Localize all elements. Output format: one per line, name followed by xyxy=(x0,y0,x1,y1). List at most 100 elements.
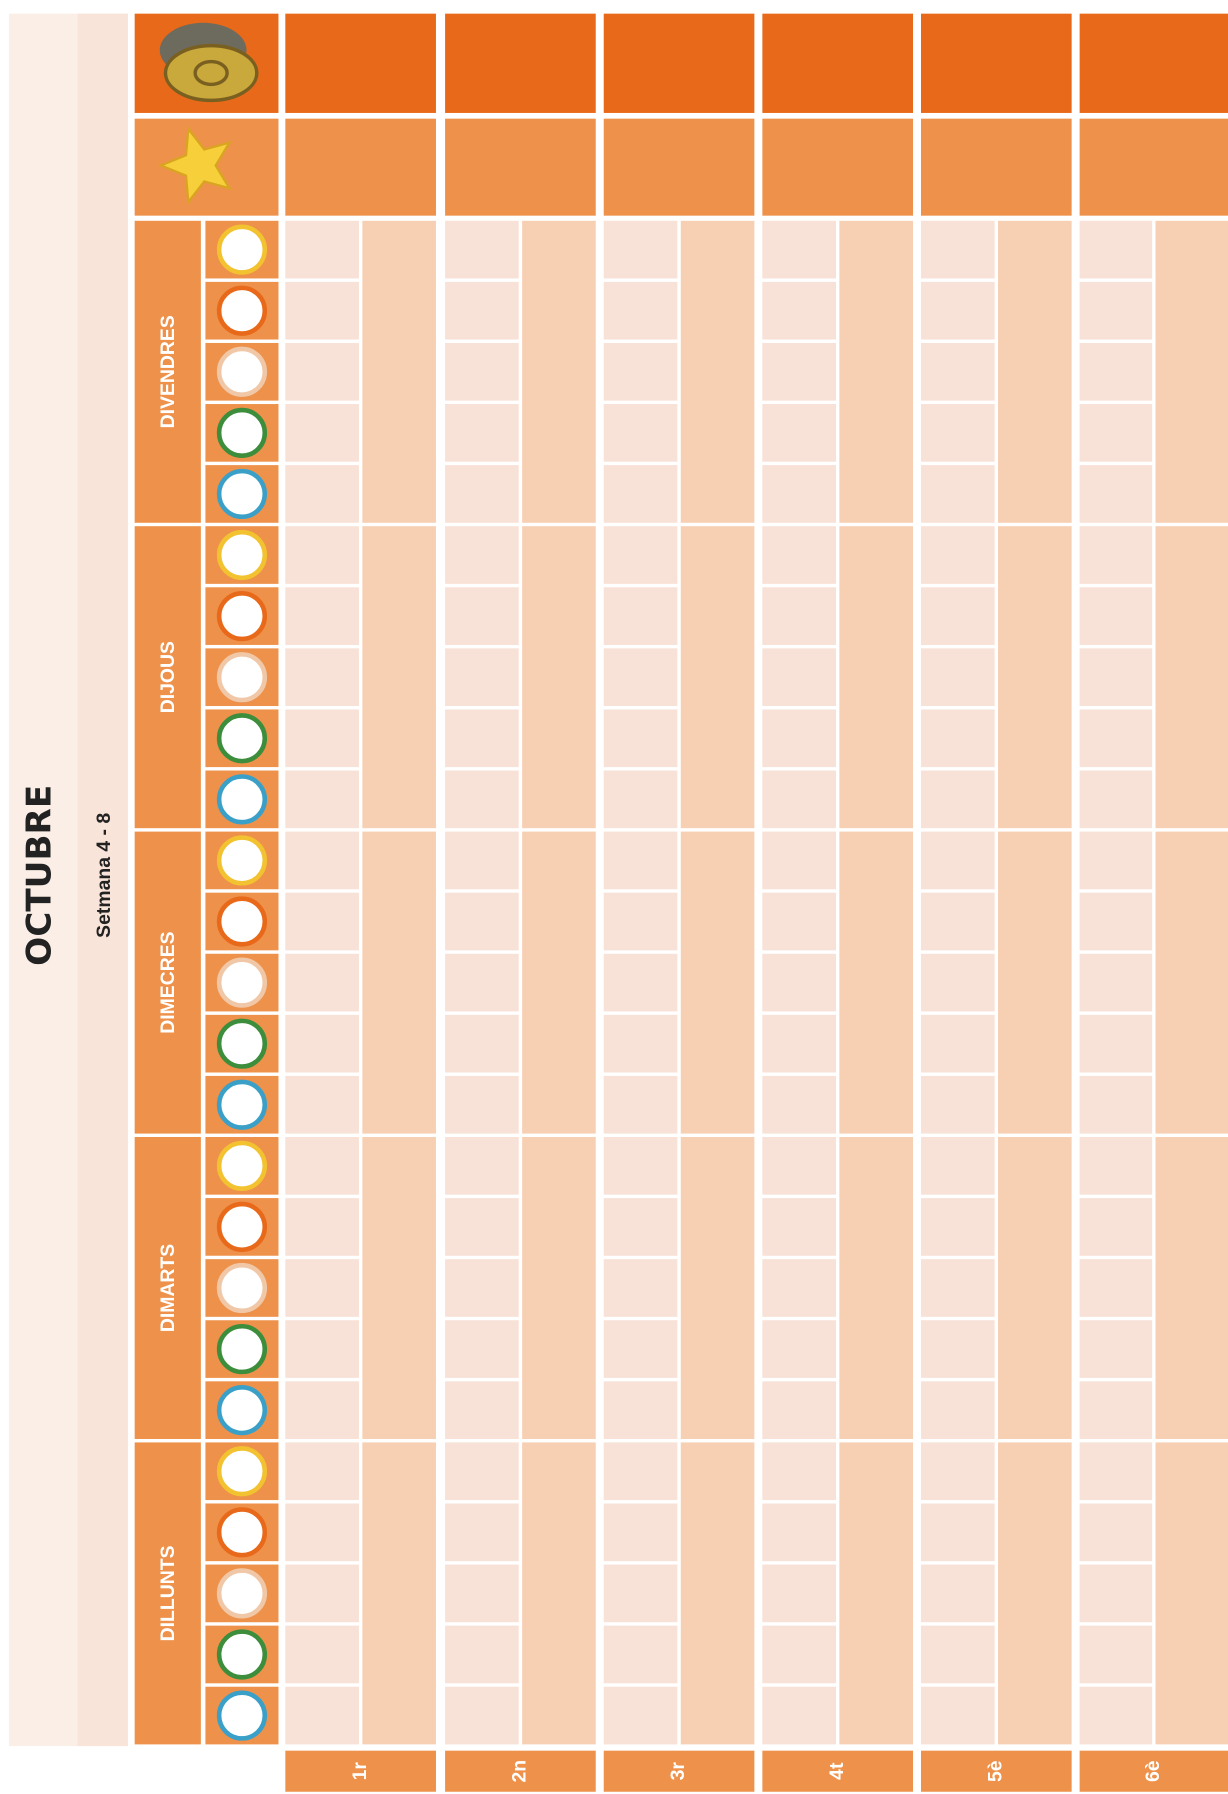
activity-icon xyxy=(219,1448,265,1494)
score-cell-dark xyxy=(1156,1442,1228,1744)
score-cell xyxy=(1080,587,1152,645)
score-cell xyxy=(1080,1137,1152,1195)
score-cell-dark xyxy=(1156,832,1228,1134)
score-cell xyxy=(604,404,678,462)
score-cell xyxy=(762,1442,836,1500)
activity-icon xyxy=(219,1021,265,1067)
activity-icon xyxy=(219,715,265,761)
star-cell xyxy=(445,119,596,216)
day-label: DIMECRES xyxy=(157,931,179,1033)
score-cell xyxy=(604,1381,678,1439)
score-cell xyxy=(921,1687,995,1745)
coin-cell xyxy=(604,14,755,113)
timetable-sheet: OCTUBRE Setmana 4 - 8 DILLUNTSDIMARTSDIM… xyxy=(0,0,1228,1794)
score-cell xyxy=(762,1137,836,1195)
score-cell xyxy=(762,1381,836,1439)
row-label: 6è xyxy=(1142,1760,1164,1782)
score-cell xyxy=(604,1503,678,1561)
score-cell xyxy=(921,1565,995,1623)
star-cell xyxy=(604,119,755,216)
score-cell-dark xyxy=(362,832,436,1134)
score-cell xyxy=(1080,1565,1152,1623)
score-cell xyxy=(604,1076,678,1134)
score-cell xyxy=(604,1198,678,1256)
activity-icon xyxy=(219,777,265,823)
score-cell xyxy=(762,893,836,951)
score-cell xyxy=(921,1198,995,1256)
star-cell xyxy=(1080,119,1228,216)
score-cell xyxy=(285,526,359,584)
score-cell-dark xyxy=(839,526,913,828)
score-cell xyxy=(762,1259,836,1317)
score-cell xyxy=(445,282,519,340)
activity-icon xyxy=(219,288,265,334)
score-cell xyxy=(1080,893,1152,951)
score-cell xyxy=(445,648,519,706)
score-cell xyxy=(445,526,519,584)
score-cell-dark xyxy=(1156,526,1228,828)
score-cell-dark xyxy=(681,526,755,828)
score-cell xyxy=(604,771,678,829)
score-cell-dark xyxy=(998,526,1072,828)
score-cell xyxy=(445,1198,519,1256)
score-cell xyxy=(762,954,836,1012)
score-cell xyxy=(604,893,678,951)
score-cell xyxy=(285,709,359,767)
score-cell xyxy=(1080,1076,1152,1134)
score-cell xyxy=(445,709,519,767)
score-cell xyxy=(762,1320,836,1378)
score-cell xyxy=(604,648,678,706)
score-cell xyxy=(1080,1503,1152,1561)
activity-icon xyxy=(219,1082,265,1128)
score-cell xyxy=(285,648,359,706)
score-cell xyxy=(762,587,836,645)
score-cell xyxy=(762,709,836,767)
score-cell xyxy=(604,1626,678,1684)
score-cell xyxy=(604,1015,678,1073)
day-label: DIJOUS xyxy=(157,641,179,713)
score-cell xyxy=(285,282,359,340)
score-cell xyxy=(1080,1687,1152,1745)
activity-icon xyxy=(219,1204,265,1250)
score-cell xyxy=(285,343,359,401)
score-cell xyxy=(285,954,359,1012)
score-cell xyxy=(285,221,359,279)
subtitle: Setmana 4 - 8 xyxy=(93,813,115,938)
score-cell xyxy=(921,465,995,523)
score-cell-dark xyxy=(362,1442,436,1744)
score-cell xyxy=(604,832,678,890)
score-cell-dark xyxy=(522,1442,596,1744)
score-cell xyxy=(1080,282,1152,340)
coin-cell xyxy=(285,14,436,113)
score-cell xyxy=(762,465,836,523)
coin-cell xyxy=(445,14,596,113)
score-cell xyxy=(762,1198,836,1256)
score-cell xyxy=(921,526,995,584)
score-cell xyxy=(762,771,836,829)
score-cell-dark xyxy=(362,221,436,523)
score-cell xyxy=(921,954,995,1012)
score-cell xyxy=(762,404,836,462)
score-cell xyxy=(762,1503,836,1561)
score-cell xyxy=(1080,343,1152,401)
row-label: 2n xyxy=(509,1760,531,1783)
score-cell xyxy=(921,1503,995,1561)
score-cell xyxy=(285,1503,359,1561)
score-cell xyxy=(921,893,995,951)
score-cell-dark xyxy=(998,1137,1072,1439)
score-cell xyxy=(445,465,519,523)
score-cell xyxy=(445,1381,519,1439)
score-cell xyxy=(285,893,359,951)
score-cell xyxy=(604,1687,678,1745)
score-cell xyxy=(921,1076,995,1134)
score-cell xyxy=(921,1015,995,1073)
score-cell xyxy=(921,221,995,279)
score-cell xyxy=(285,771,359,829)
score-cell-dark xyxy=(998,1442,1072,1744)
score-cell xyxy=(445,954,519,1012)
score-cell xyxy=(285,1687,359,1745)
day-label: DIVENDRES xyxy=(157,315,179,428)
score-cell-dark xyxy=(681,1442,755,1744)
score-cell-dark xyxy=(522,1137,596,1439)
score-cell xyxy=(921,771,995,829)
